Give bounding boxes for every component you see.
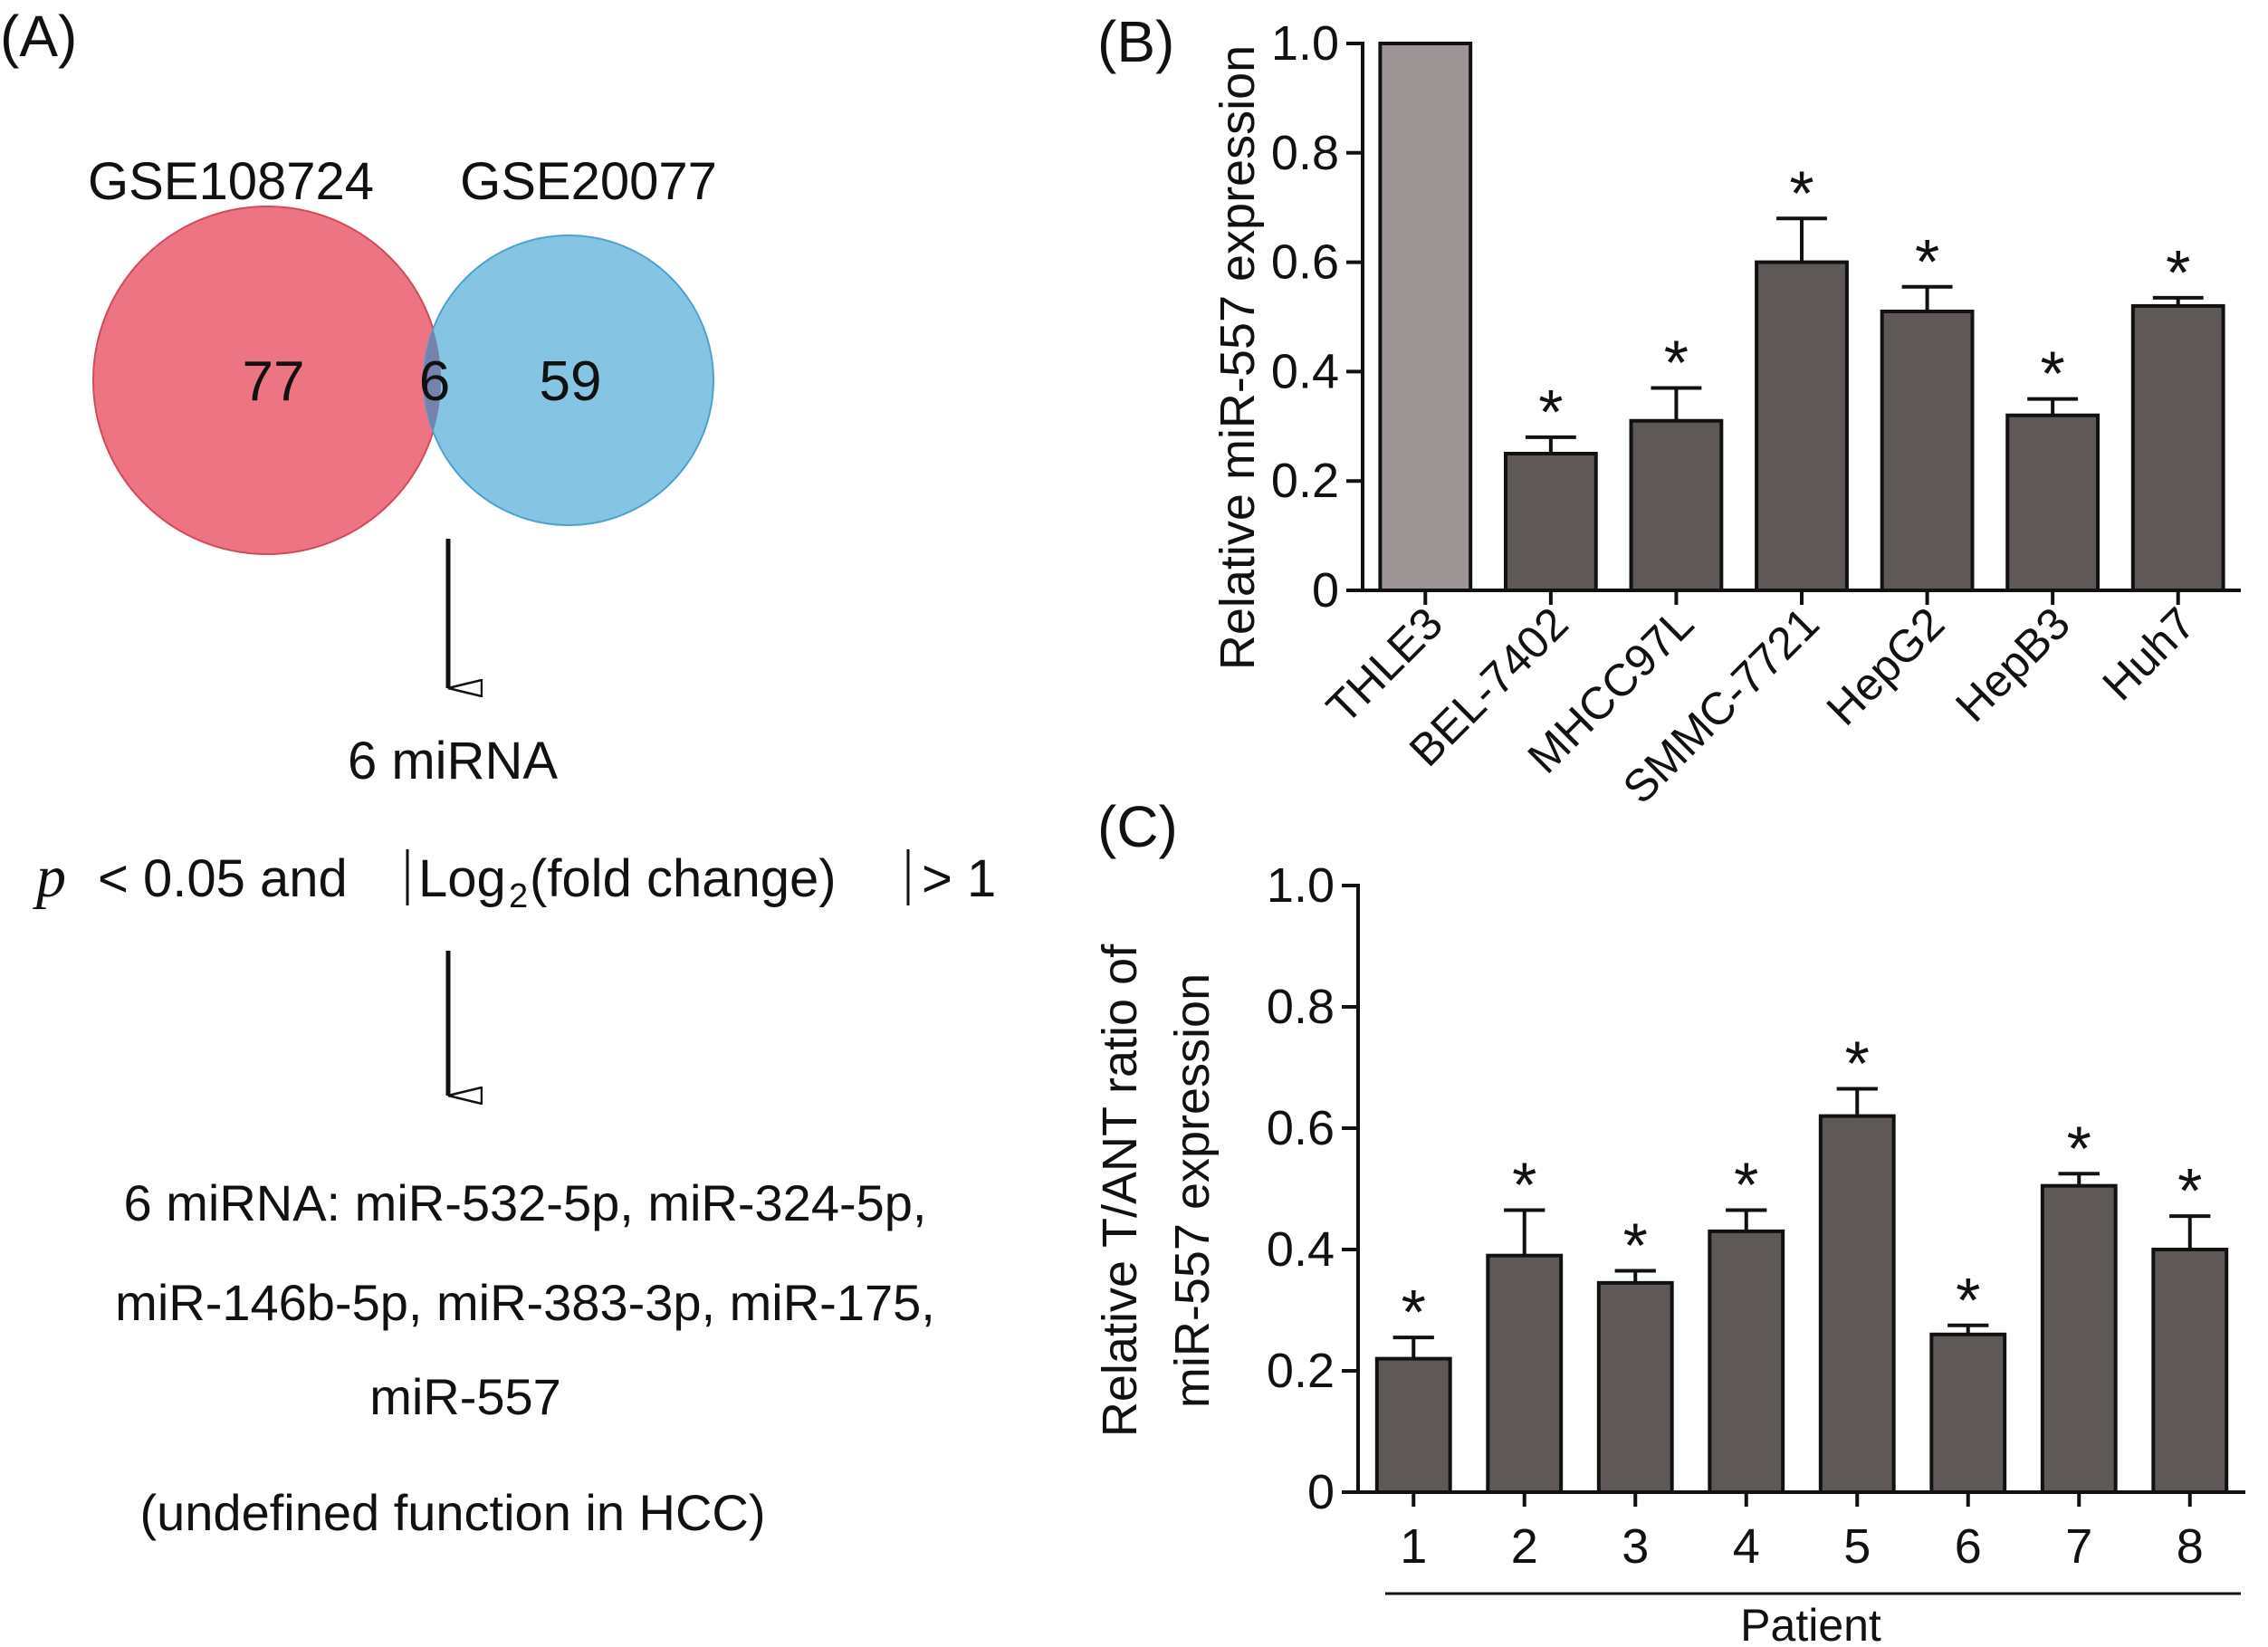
panel-c-plot-area: 0 0.2 0.4 0.6 0.8 1.0 * 1 * 2 * 3 * 4 * 5 * 6 * 7 * 8 xyxy=(1267,858,2245,1574)
chart0-significance-marker: * xyxy=(1664,328,1689,398)
panel-b-y-axis-label: Relative miR-557 expression xyxy=(1211,45,1265,670)
mirna-list-line2: miR-146b-5p, miR-383-3p, miR-175, xyxy=(115,1274,935,1331)
chart1-bar xyxy=(1374,1356,1452,1494)
chart1-significance-marker: * xyxy=(1734,1149,1758,1220)
panel-c-x-axis-label: Patient xyxy=(1740,1600,1881,1647)
chart1-significance-marker: * xyxy=(2067,1113,2091,1183)
criteria-fold-change: (fold change) xyxy=(530,849,837,908)
chart1-significance-marker: * xyxy=(1845,1028,1870,1098)
chart1-bar xyxy=(2151,1248,2229,1494)
highlight-mirna: miR-557 xyxy=(369,1368,561,1425)
chart0-y-tick-label: 0 xyxy=(1312,563,1339,618)
chart1-significance-marker: * xyxy=(1402,1277,1426,1347)
venn-right-count: 59 xyxy=(540,350,602,413)
chart0-y-tick-label: 0.8 xyxy=(1271,126,1339,180)
panel-c-label: (C) xyxy=(1097,794,1178,859)
step1-text: 6 miRNA xyxy=(348,732,558,790)
criteria-threshold: < 0.05 and xyxy=(98,849,348,908)
chart1-bar xyxy=(1486,1253,1564,1494)
panel-c: (C) Relative T/ANT ratio of miR-557 expr… xyxy=(1093,794,2245,1647)
chart1-category-label: 5 xyxy=(1843,1519,1871,1574)
chart0-y-tick-label: 0.4 xyxy=(1271,344,1339,398)
criteria-log-subscript: 2 xyxy=(509,877,528,915)
criteria-gt: > 1 xyxy=(922,849,996,908)
chart0-bar xyxy=(1378,42,1473,592)
chart0-bar xyxy=(1880,309,1975,592)
panel-a-label: (A) xyxy=(0,4,77,69)
panel-b-plot-area: 00.20.40.60.81.0THLE3*BEL-7402*MHCC97L*S… xyxy=(1271,16,2241,813)
criteria-line: p < 0.05 and Log 2 (fold change) > 1 xyxy=(33,844,996,915)
chart1-category-label: 3 xyxy=(1622,1519,1649,1574)
venn-overlap-count: 6 xyxy=(419,350,450,413)
venn-left-count: 77 xyxy=(243,350,305,413)
chart0-category-label: Huh7 xyxy=(2092,598,2205,710)
chart1-y-tick-label: 0.8 xyxy=(1267,980,1335,1034)
chart1-significance-marker: * xyxy=(2177,1155,2202,1226)
chart0-significance-marker: * xyxy=(1915,226,1939,297)
chart1-category-label: 7 xyxy=(2065,1519,2092,1574)
chart0-category-label: HepB3 xyxy=(1946,598,2080,732)
panel-b: (B) Relative miR-557 expression 0 0.2 0.4 0… xyxy=(1097,9,2241,813)
chart0-bar xyxy=(1629,418,1724,593)
chart0-bar xyxy=(1755,260,1849,592)
chart0-y-tick-label: 0.2 xyxy=(1271,454,1339,508)
chart0-bar xyxy=(2130,303,2225,592)
criteria-log: Log xyxy=(418,849,506,908)
chart0-y-tick-label: 0.6 xyxy=(1271,235,1339,290)
chart1-y-tick-label: 0 xyxy=(1307,1465,1335,1519)
chart1-y-tick-label: 0.6 xyxy=(1267,1101,1335,1155)
chart0-bar xyxy=(1503,452,1598,592)
chart1-bar xyxy=(1818,1114,1896,1494)
chart1-y-tick-label: 0.2 xyxy=(1267,1344,1335,1398)
venn-right-set-label: GSE20077 xyxy=(460,152,717,211)
chart0-bar xyxy=(2005,413,2101,592)
chart1-significance-marker: * xyxy=(1623,1210,1648,1280)
chart1-bar xyxy=(1708,1229,1785,1495)
chart1-y-tick-label: 1.0 xyxy=(1267,858,1335,913)
chart1-y-tick-label: 0.4 xyxy=(1267,1222,1335,1277)
mirna-list-line1: 6 miRNA: miR-532-5p, miR-324-5p, xyxy=(124,1174,927,1231)
chart1-bar xyxy=(1596,1280,1674,1494)
panel-b-label: (B) xyxy=(1097,9,1174,74)
chart1-category-label: 6 xyxy=(1955,1519,1982,1574)
panel-c-y-axis-label-line1: Relative T/ANT ratio of xyxy=(1093,943,1147,1437)
criteria-p: p xyxy=(33,844,66,910)
chart0-significance-marker: * xyxy=(2166,237,2190,308)
chart1-bar xyxy=(2040,1183,2118,1495)
panel-c-y-axis-label-line2: miR-557 expression xyxy=(1165,973,1220,1408)
chart0-significance-marker: * xyxy=(1538,377,1563,447)
function-note: (undefined function in HCC) xyxy=(139,1484,765,1541)
chart1-category-label: 2 xyxy=(1511,1519,1538,1574)
venn-left-set-label: GSE108724 xyxy=(88,152,374,211)
chart1-significance-marker: * xyxy=(1956,1265,1980,1336)
chart1-category-label: 4 xyxy=(1733,1519,1760,1574)
chart0-significance-marker: * xyxy=(2041,339,2065,409)
chart0-significance-marker: * xyxy=(1789,158,1813,228)
panel-a: (A) GSE108724 GSE20077 77 6 59 6 miRNA p… xyxy=(0,4,996,1541)
chart0-category-label: HepG2 xyxy=(1817,598,1955,735)
chart1-significance-marker: * xyxy=(1512,1149,1536,1220)
chart0-y-tick-label: 1.0 xyxy=(1271,16,1339,71)
chart1-category-label: 1 xyxy=(1400,1519,1427,1574)
chart1-bar xyxy=(1929,1332,2007,1495)
chart1-category-label: 8 xyxy=(2177,1519,2204,1574)
